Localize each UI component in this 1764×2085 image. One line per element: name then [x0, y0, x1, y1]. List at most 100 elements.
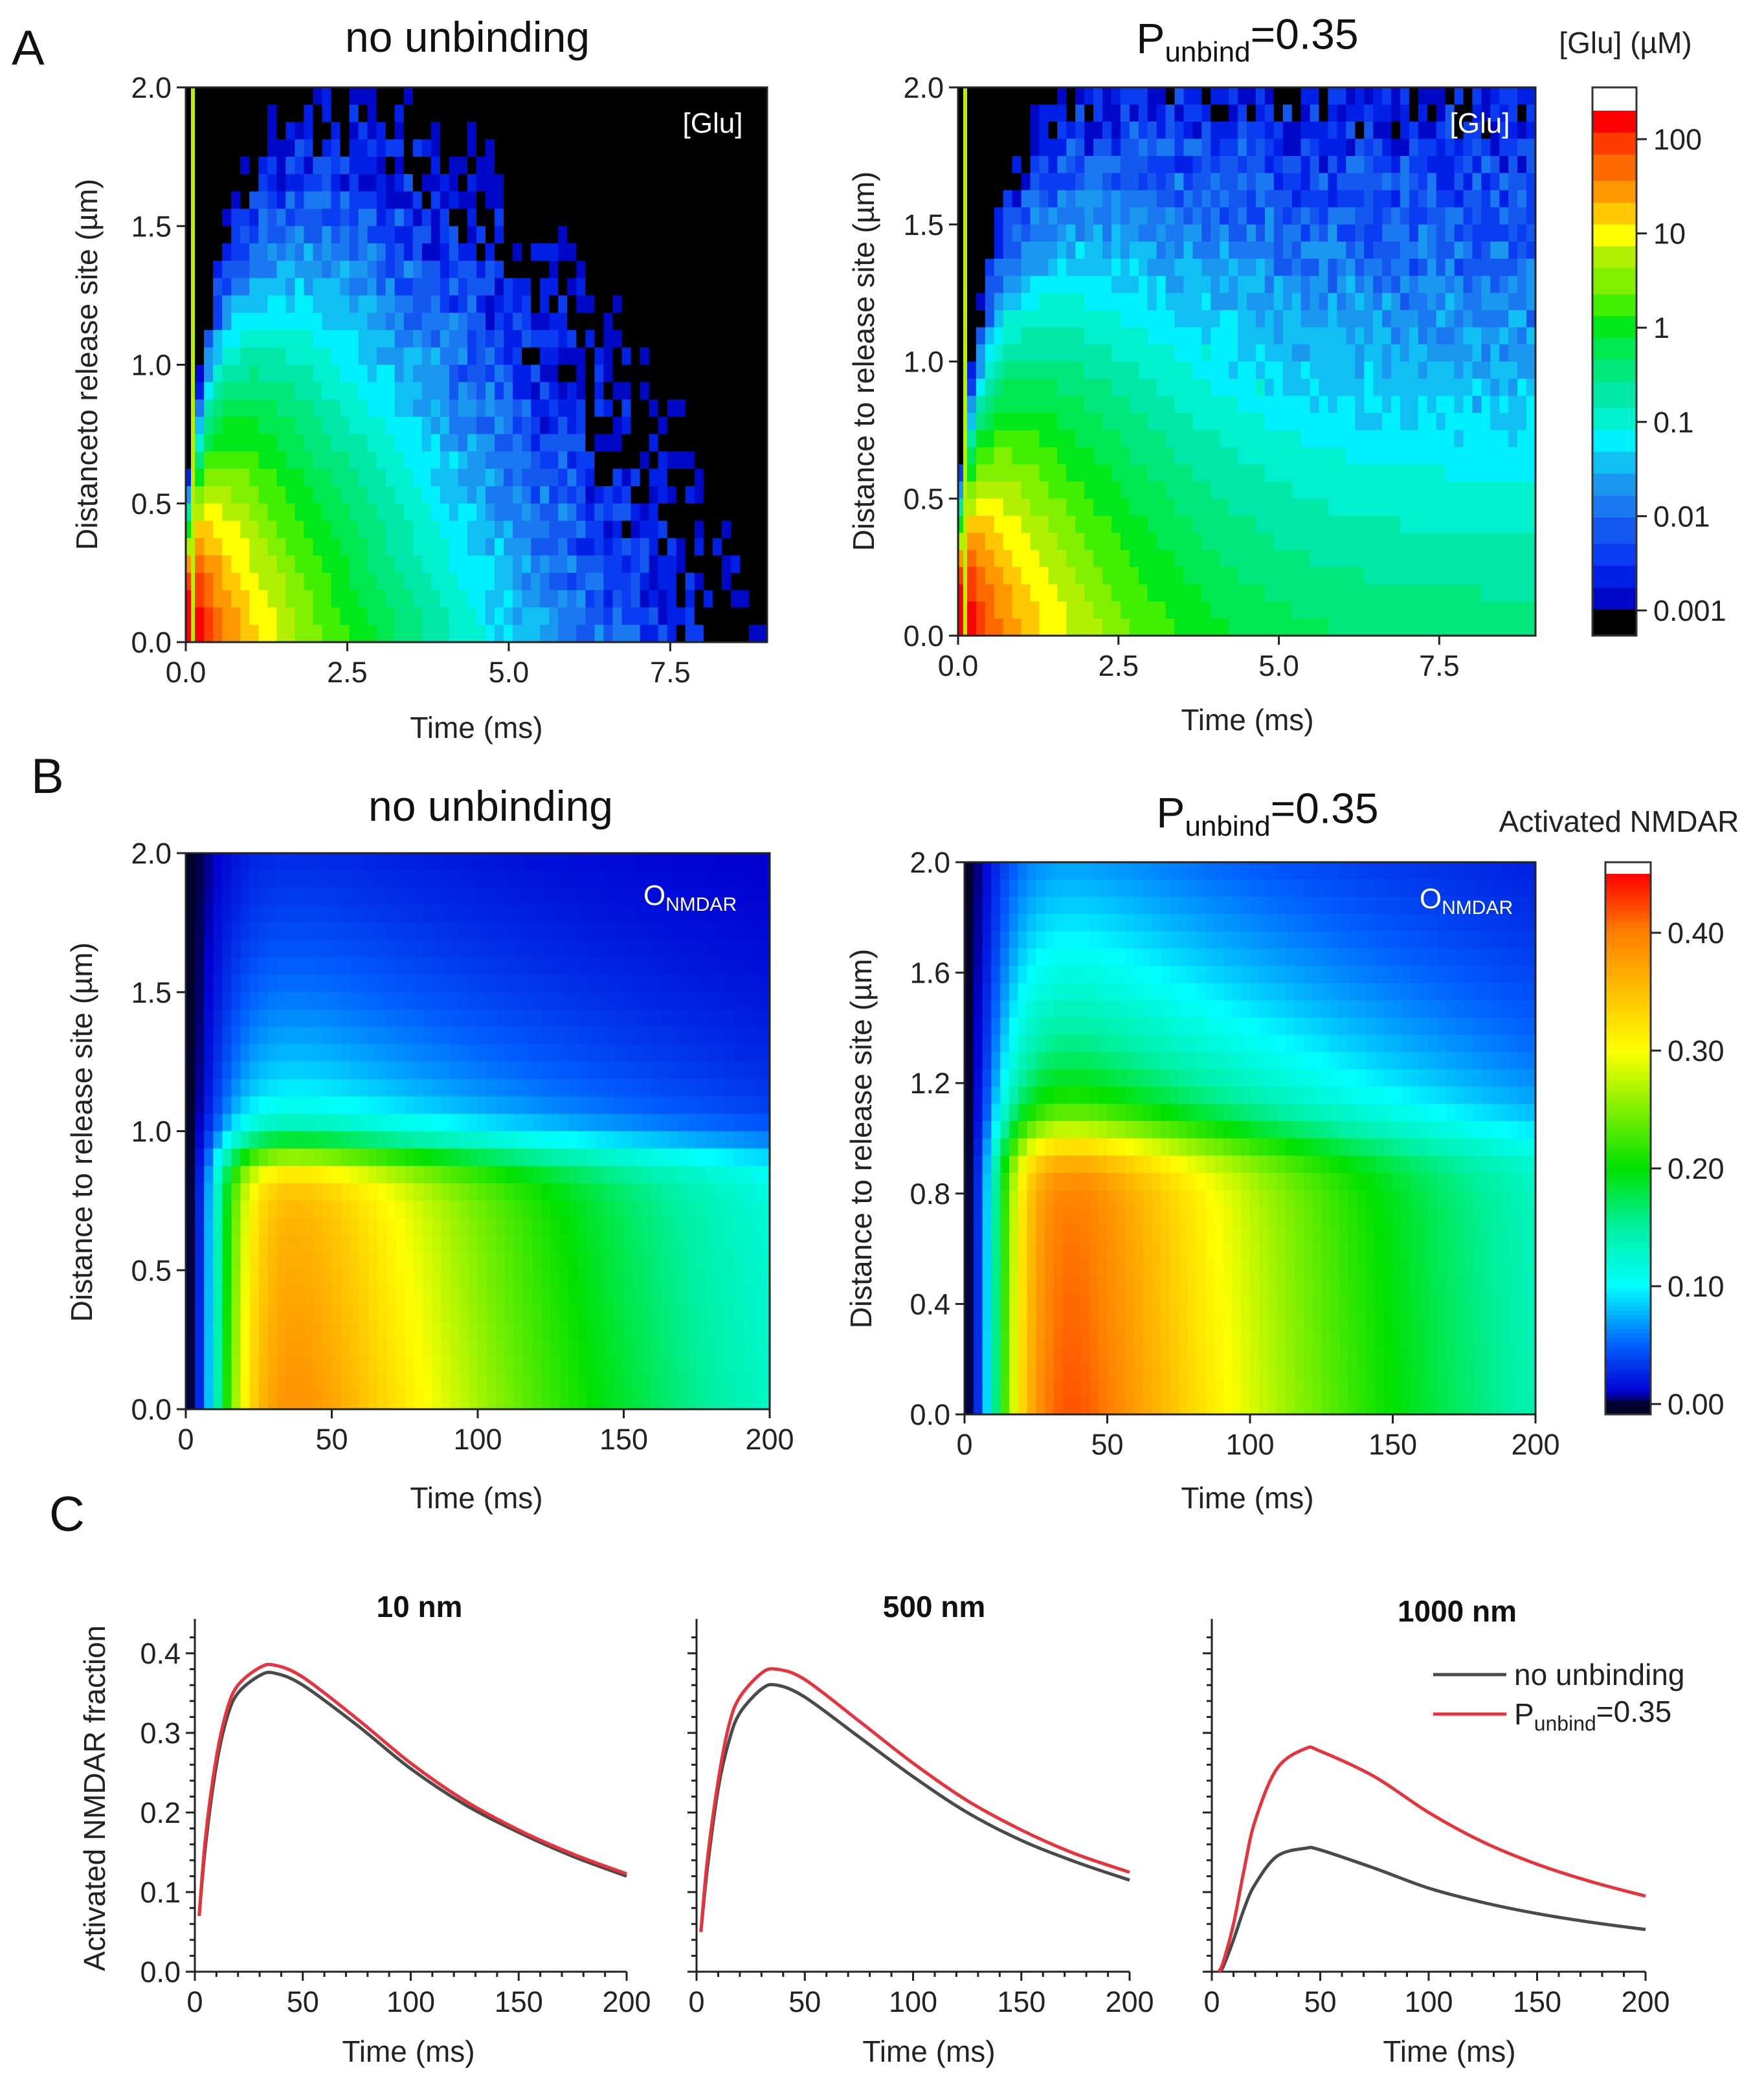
heatmap-cell [240, 416, 251, 435]
heatmap-cell [976, 601, 986, 619]
heatmap-cell [1319, 584, 1329, 603]
heatmap-cell [1301, 327, 1311, 346]
heatmap-cell [1364, 224, 1374, 243]
heatmap-cell [1021, 361, 1031, 379]
heatmap-cell [405, 1339, 415, 1358]
heatmap-cell [249, 1062, 260, 1080]
heatmap-cell [640, 382, 650, 401]
heatmap-cell [231, 974, 241, 993]
heatmap-cell [1120, 533, 1130, 551]
heatmap-cell [1301, 361, 1311, 379]
heatmap-cell [1165, 481, 1176, 500]
heatmap-cell [721, 486, 731, 504]
heatmap-cell [304, 538, 314, 557]
heatmap-cell [204, 853, 214, 871]
heatmap-cell [295, 905, 306, 924]
heatmap-cell [1526, 361, 1536, 379]
heatmap-cell [240, 870, 251, 889]
heatmap-cell [1156, 533, 1167, 551]
heatmap-cell [414, 957, 424, 976]
heatmap-cell [1229, 207, 1238, 225]
heatmap-cell [985, 515, 995, 534]
heatmap-cell [495, 625, 505, 643]
heatmap-cell [340, 607, 350, 626]
heatmap-cell [386, 1218, 397, 1236]
heatmap-cell [186, 922, 196, 941]
heatmap-cell [1264, 361, 1275, 379]
heatmap-cell [1238, 533, 1247, 551]
heatmap-cell [495, 157, 505, 175]
heatmap-cell [1211, 344, 1221, 362]
heatmap-cell [414, 1270, 424, 1289]
heatmap-cell [267, 1166, 278, 1184]
heatmap-cell [739, 87, 750, 106]
heatmap-cell [368, 1200, 378, 1219]
heatmap-cell [367, 607, 377, 626]
heatmap-cell [694, 486, 704, 504]
heatmap-cell [522, 520, 532, 539]
heatmap-cell [1282, 464, 1293, 482]
heatmap-cell [240, 469, 251, 487]
heatmap-cell [739, 208, 750, 227]
heatmap-cell [313, 590, 323, 608]
heatmap-cell [504, 590, 514, 608]
heatmap-cell [495, 295, 505, 314]
heatmap-cell [540, 416, 550, 435]
heatmap-cell [1418, 498, 1428, 517]
heatmap-cell [513, 486, 523, 504]
heatmap-cell [1490, 293, 1501, 311]
heatmap-cell [458, 469, 468, 487]
heatmap-cell [748, 399, 759, 418]
heatmap-cell [1418, 87, 1428, 106]
heatmap-cell [331, 469, 341, 487]
heatmap-cell [186, 1304, 196, 1323]
heatmap-cell [1499, 155, 1510, 174]
heatmap-cell [405, 905, 415, 924]
heatmap-cell [249, 191, 260, 210]
heatmap-cell [730, 382, 741, 401]
x-tick-label: 7.5 [650, 656, 691, 689]
heatmap-cell [331, 416, 341, 435]
heatmap-cell [1120, 104, 1130, 122]
heatmap-cell [222, 1009, 232, 1028]
x-tick-label: 7.5 [1419, 649, 1460, 682]
heatmap-cell [721, 607, 731, 626]
heatmap-cell [458, 243, 468, 262]
heatmap-cell [304, 278, 314, 296]
heatmap-cell [513, 260, 523, 279]
heatmap-cell [213, 313, 223, 331]
heatmap-cell [367, 226, 377, 245]
heatmap-cell [367, 329, 377, 348]
heatmap-cell [377, 1235, 388, 1254]
heatmap-cell [341, 887, 351, 906]
heatmap-cell [1526, 430, 1536, 448]
heatmap-cell [739, 486, 750, 504]
heatmap-cell [376, 243, 386, 262]
heatmap-cell [249, 416, 260, 435]
heatmap-cell [567, 278, 577, 296]
heatmap-cell [249, 1392, 260, 1410]
heatmap-cell [313, 104, 323, 123]
heatmap-cell [267, 1044, 278, 1063]
heatmap-cell [712, 503, 722, 522]
heatmap-cell [359, 853, 369, 871]
heatmap-cell [1066, 344, 1077, 362]
heatmap-cell [1346, 618, 1356, 636]
heatmap-cell [349, 625, 359, 643]
heatmap-cell [1508, 155, 1519, 174]
heatmap-cell [1003, 241, 1013, 260]
heatmap-cell [1147, 276, 1157, 294]
heatmap-cell [649, 157, 659, 175]
heatmap-cell [1021, 430, 1031, 448]
heatmap-cell [1211, 447, 1221, 465]
heatmap-cell [558, 260, 568, 279]
heatmap-cell [730, 313, 741, 331]
heatmap-cell [486, 625, 495, 643]
heatmap-cell [730, 486, 741, 504]
heatmap-cell [1481, 361, 1491, 379]
heatmap-cell [331, 625, 341, 643]
heatmap-cell [341, 1322, 351, 1341]
heatmap-cell [286, 1339, 296, 1358]
heatmap-cell [403, 416, 414, 435]
heatmap-cell [585, 278, 596, 296]
